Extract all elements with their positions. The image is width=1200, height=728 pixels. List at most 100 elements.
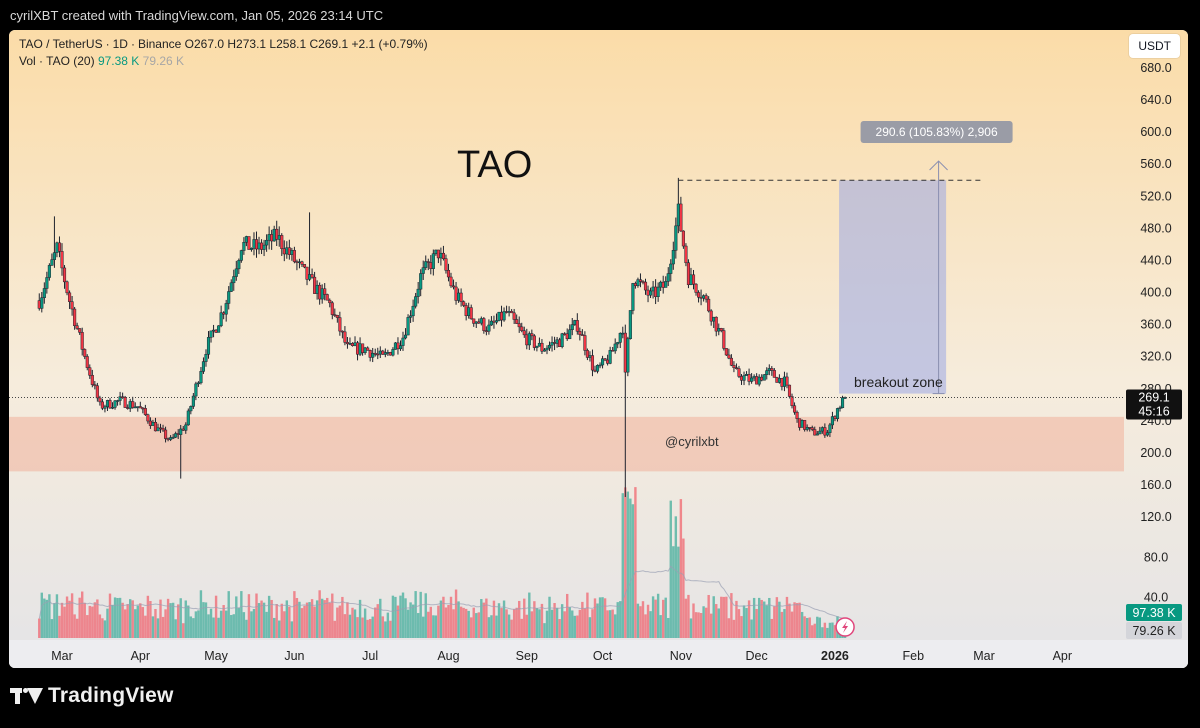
candle[interactable] bbox=[497, 311, 501, 322]
candle[interactable] bbox=[613, 338, 617, 354]
candle[interactable] bbox=[42, 282, 46, 304]
candle[interactable] bbox=[138, 401, 142, 409]
time-axis[interactable] bbox=[9, 640, 1188, 668]
candle[interactable] bbox=[189, 405, 193, 415]
candle[interactable] bbox=[75, 322, 79, 330]
candle[interactable] bbox=[201, 357, 206, 374]
volume-indicator-label[interactable]: Vol · TAO (20) bbox=[19, 54, 95, 68]
candle[interactable] bbox=[118, 391, 122, 406]
candle[interactable] bbox=[206, 331, 211, 359]
candle[interactable] bbox=[487, 319, 491, 335]
candle[interactable] bbox=[85, 354, 89, 371]
candle[interactable] bbox=[724, 348, 728, 356]
candle[interactable] bbox=[186, 408, 190, 426]
candle[interactable] bbox=[714, 316, 718, 337]
candle[interactable] bbox=[729, 354, 733, 367]
candle[interactable] bbox=[803, 420, 807, 432]
candle[interactable] bbox=[694, 283, 698, 296]
candle[interactable] bbox=[530, 329, 534, 341]
candle[interactable] bbox=[68, 290, 72, 309]
candle[interactable] bbox=[265, 234, 269, 252]
candle[interactable] bbox=[469, 304, 473, 320]
candle[interactable] bbox=[542, 348, 547, 352]
candle[interactable] bbox=[835, 407, 840, 422]
candle[interactable] bbox=[795, 410, 799, 423]
candle[interactable] bbox=[666, 267, 670, 287]
chart-panel[interactable]: TAO 290.6 (105.83%) 2,906 breakout zone @cy… bbox=[9, 30, 1188, 668]
candle[interactable] bbox=[146, 413, 150, 424]
candle[interactable] bbox=[522, 326, 526, 338]
candle[interactable] bbox=[93, 381, 97, 390]
candle[interactable] bbox=[510, 309, 514, 314]
candle[interactable] bbox=[338, 311, 342, 336]
candle[interactable] bbox=[70, 295, 74, 316]
candle[interactable] bbox=[681, 230, 685, 249]
candle[interactable] bbox=[757, 374, 761, 387]
candle[interactable] bbox=[391, 347, 395, 357]
candle[interactable] bbox=[679, 196, 683, 232]
candle[interactable] bbox=[472, 318, 476, 327]
candle[interactable] bbox=[73, 306, 77, 330]
candle[interactable] bbox=[616, 341, 620, 349]
candle[interactable] bbox=[83, 348, 87, 360]
candle[interactable] bbox=[431, 249, 435, 276]
candle[interactable] bbox=[719, 327, 723, 333]
candle[interactable] bbox=[424, 255, 428, 271]
candle[interactable] bbox=[409, 310, 413, 323]
candle[interactable] bbox=[575, 313, 579, 335]
candle[interactable] bbox=[462, 300, 466, 308]
candle[interactable] bbox=[199, 366, 203, 385]
candle[interactable] bbox=[262, 239, 266, 257]
candle[interactable] bbox=[697, 290, 701, 303]
candle[interactable] bbox=[825, 429, 829, 437]
candle[interactable] bbox=[247, 236, 251, 250]
candle[interactable] bbox=[580, 329, 584, 336]
candle[interactable] bbox=[451, 279, 456, 290]
candle[interactable] bbox=[224, 299, 228, 322]
candle[interactable] bbox=[45, 271, 49, 294]
candle[interactable] bbox=[95, 382, 99, 402]
current-price-tag[interactable] bbox=[1126, 389, 1182, 420]
candle[interactable] bbox=[535, 345, 539, 352]
candle[interactable] bbox=[444, 254, 448, 274]
candle[interactable] bbox=[143, 404, 147, 417]
candle[interactable] bbox=[515, 314, 519, 324]
candle[interactable] bbox=[545, 345, 549, 355]
candle[interactable] bbox=[489, 316, 493, 326]
candle[interactable] bbox=[520, 322, 524, 333]
candle[interactable] bbox=[601, 355, 605, 369]
candle[interactable] bbox=[787, 384, 792, 399]
candle[interactable] bbox=[494, 313, 499, 325]
candle[interactable] bbox=[191, 393, 195, 409]
candle[interactable] bbox=[722, 327, 726, 351]
candle[interactable] bbox=[234, 260, 238, 281]
candle[interactable] bbox=[328, 298, 332, 308]
candle[interactable] bbox=[406, 314, 410, 336]
candle[interactable] bbox=[249, 247, 254, 252]
candle[interactable] bbox=[578, 327, 582, 341]
candle[interactable] bbox=[785, 372, 789, 389]
candle[interactable] bbox=[171, 433, 175, 440]
candle[interactable] bbox=[237, 258, 241, 275]
candle[interactable] bbox=[113, 400, 117, 410]
candle[interactable] bbox=[732, 361, 736, 373]
candle[interactable] bbox=[219, 305, 223, 328]
measure-range-box[interactable] bbox=[839, 180, 947, 394]
candle[interactable] bbox=[108, 398, 112, 409]
candle[interactable] bbox=[618, 332, 622, 349]
candle[interactable] bbox=[242, 237, 246, 255]
candle[interactable] bbox=[204, 349, 208, 367]
candle[interactable] bbox=[734, 363, 738, 370]
candle[interactable] bbox=[532, 334, 536, 351]
candle[interactable] bbox=[810, 425, 814, 432]
candle[interactable] bbox=[792, 402, 797, 415]
candle[interactable] bbox=[772, 368, 776, 378]
candle[interactable] bbox=[742, 371, 746, 386]
candle[interactable] bbox=[638, 273, 643, 288]
candle[interactable] bbox=[446, 263, 451, 282]
candle[interactable] bbox=[371, 347, 375, 363]
candle[interactable] bbox=[292, 246, 296, 264]
candle[interactable] bbox=[727, 348, 731, 360]
interval[interactable]: 1D bbox=[112, 37, 128, 51]
candle[interactable] bbox=[280, 233, 284, 256]
